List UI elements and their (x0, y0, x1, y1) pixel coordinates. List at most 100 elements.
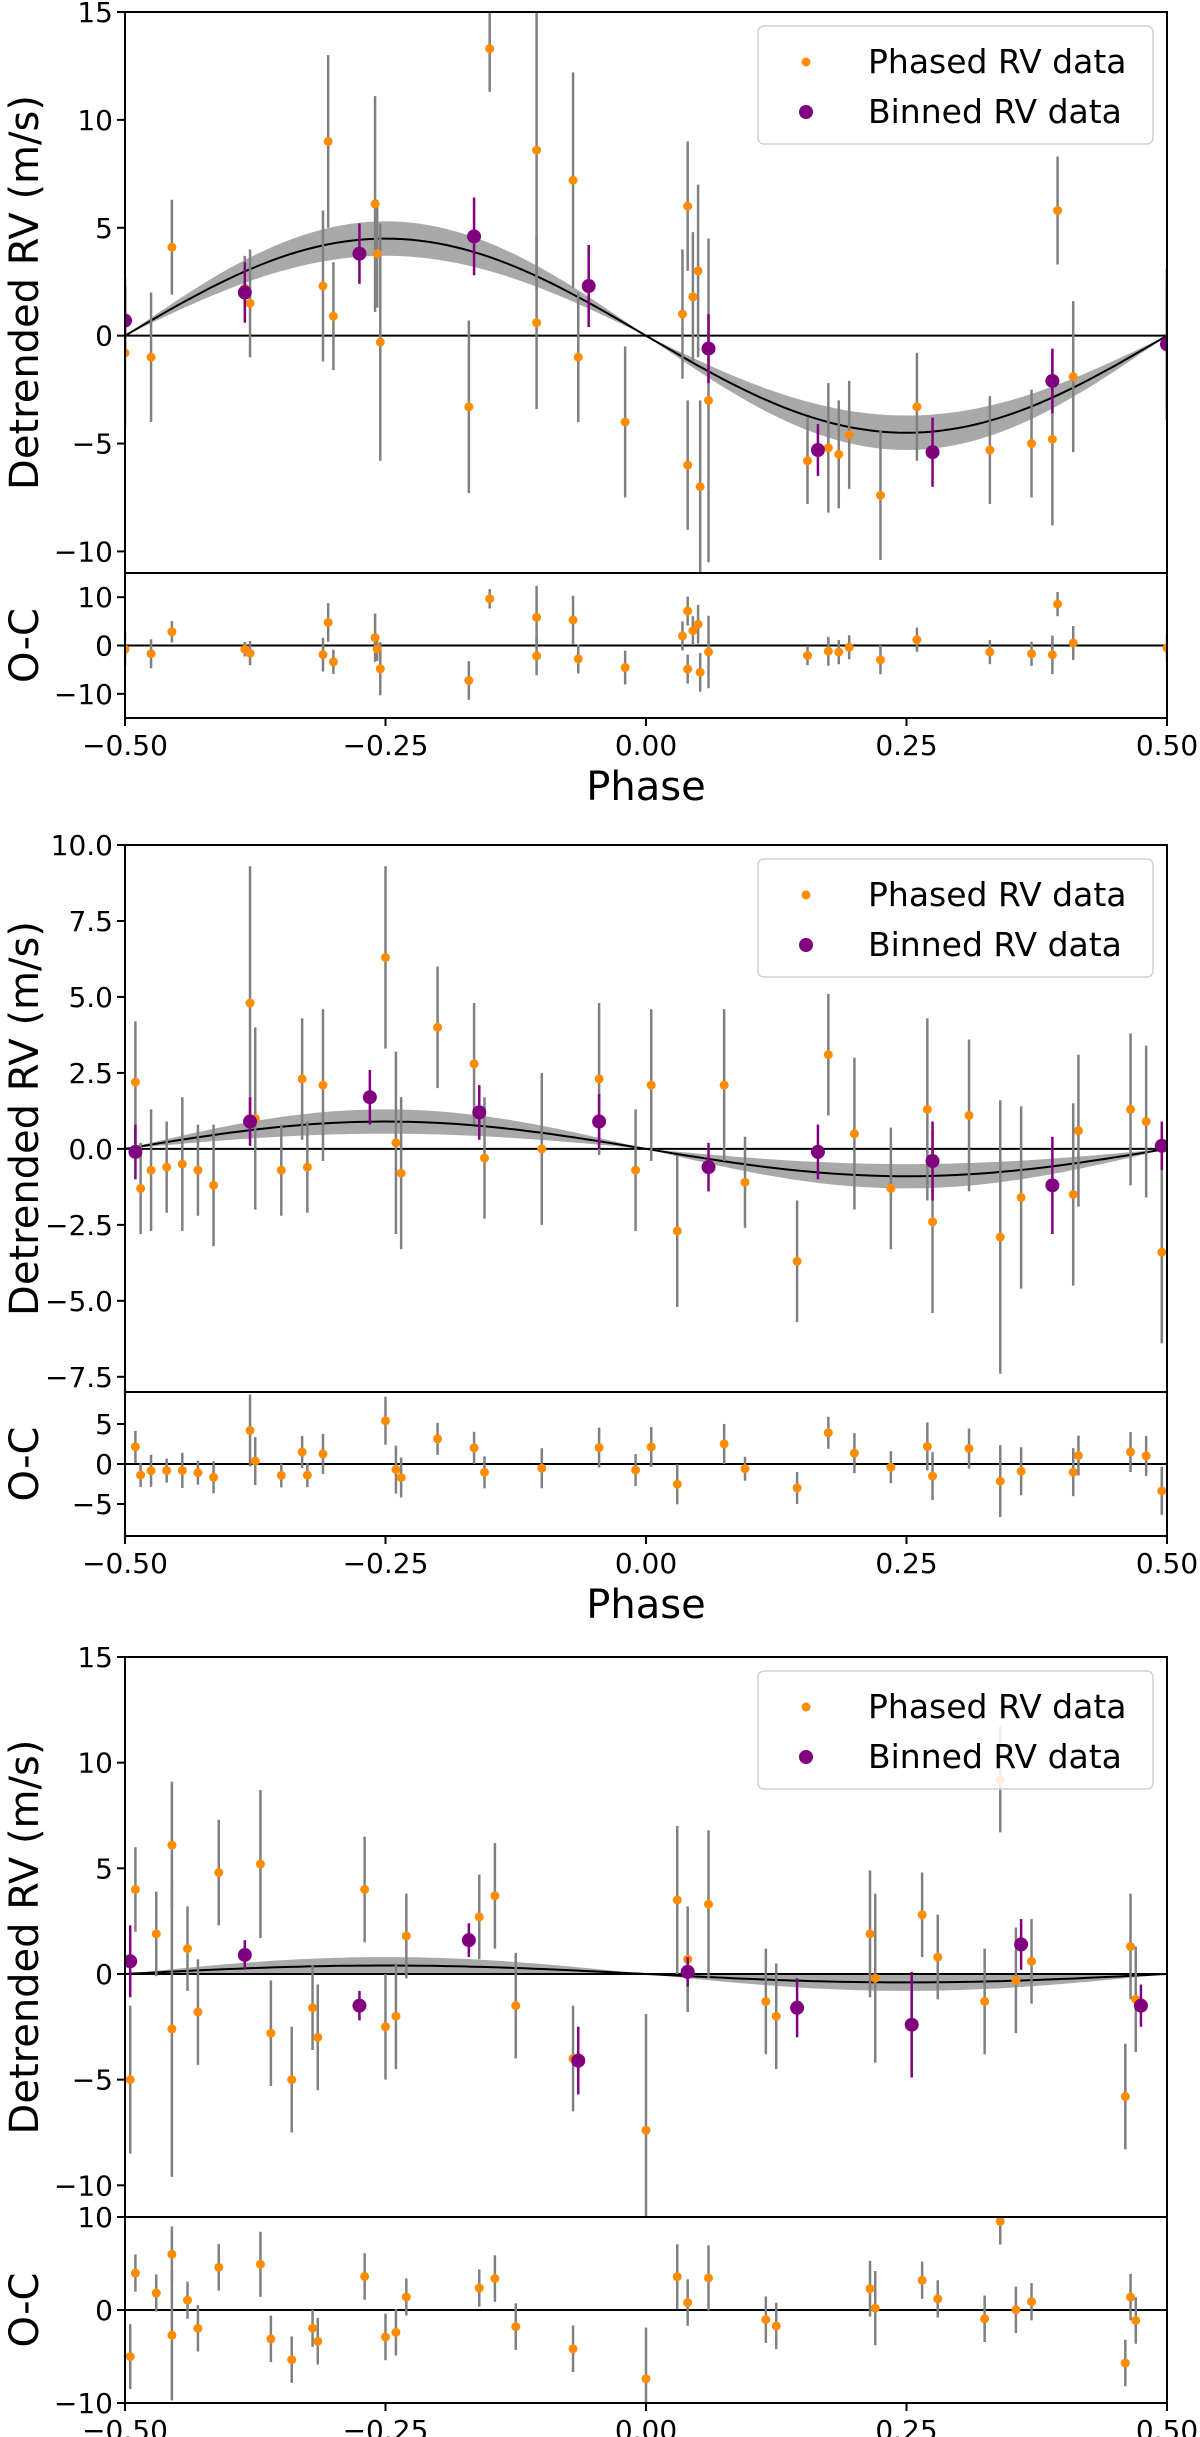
phased-point (130, 1884, 140, 1894)
phased-point (532, 145, 542, 155)
residual-point (683, 606, 693, 616)
binned-point (237, 1947, 252, 1962)
y-tick-label: 0.0 (68, 1133, 113, 1166)
residual-point (1141, 1451, 1151, 1461)
binned-point (1014, 1937, 1029, 1952)
residual-y-axis-label: O-C (2, 2273, 48, 2348)
phased-point (125, 2075, 135, 2085)
phased-point (167, 2024, 177, 2034)
y-tick-label: −5.0 (45, 1285, 113, 1318)
y-tick-label: −5 (72, 2064, 113, 2097)
y-tick-label: 10 (77, 1747, 113, 1780)
y-tick-label: 15 (77, 1641, 113, 1674)
residual-plot-area (125, 585, 1167, 700)
phased-point (511, 2001, 521, 2011)
legend-binned-marker (799, 938, 813, 952)
residual-point (146, 649, 156, 659)
binned-point (1154, 1138, 1167, 1153)
residual-point (485, 594, 495, 604)
binned-point (467, 229, 482, 244)
phased-point (834, 449, 844, 459)
phased-point (214, 1868, 224, 1878)
residual-point (719, 1439, 729, 1449)
residual-y-tick-label: 0 (95, 630, 113, 663)
residual-point (995, 2217, 1005, 2226)
residual-point (490, 2274, 500, 2284)
phased-point (177, 1159, 187, 1169)
residual-point (130, 1442, 140, 1452)
phased-point (693, 266, 703, 276)
phased-point (928, 1217, 938, 1227)
phased-point (620, 417, 630, 427)
phased-point (323, 136, 333, 146)
y-tick-label: 0 (95, 1958, 113, 1991)
residual-point (375, 664, 385, 674)
phased-point (255, 1859, 265, 1869)
residual-point (125, 2352, 135, 2362)
phased-point (532, 318, 542, 328)
phased-point (1120, 2092, 1130, 2102)
binned-point (810, 1144, 825, 1159)
residual-point (1162, 643, 1167, 653)
phased-point (823, 443, 833, 453)
phased-point (995, 1232, 1005, 1242)
model-curve (125, 237, 1167, 434)
y-tick-label: 15 (77, 0, 113, 29)
binned-point (904, 2017, 919, 2032)
residual-point (464, 676, 474, 686)
x-tick-label: −0.50 (82, 2414, 168, 2437)
phased-point (396, 1168, 406, 1178)
x-tick-label: 0.25 (875, 729, 937, 762)
residual-y-tick-label: −10 (54, 2387, 113, 2420)
phased-point (1126, 1104, 1136, 1114)
residual-point (849, 1448, 859, 1458)
phased-point (1047, 434, 1057, 444)
y-tick-label: −10 (54, 2169, 113, 2202)
residual-y-tick-label: 10 (77, 581, 113, 614)
x-tick-label: 0.50 (1136, 2414, 1198, 2437)
phased-point (328, 311, 338, 321)
phased-point (844, 430, 854, 440)
residual-point (672, 1479, 682, 1489)
residual-point (823, 1428, 833, 1438)
phased-point (922, 1104, 932, 1114)
model-curve (125, 1964, 1167, 1984)
y-tick-label: −10 (54, 535, 113, 568)
binned-point (680, 1964, 695, 1979)
residual-y-tick-label: −5 (72, 1488, 113, 1521)
phased-point (875, 490, 885, 500)
x-tick-label: −0.50 (82, 1547, 168, 1580)
residual-point (844, 642, 854, 652)
residual-point (276, 1470, 286, 1480)
residual-point (151, 2288, 161, 2298)
legend-binned-marker (799, 1750, 813, 1764)
y-tick-label: 5 (95, 1852, 113, 1885)
legend: Phased RV data Binned RV data (757, 1670, 1154, 1790)
residual-point (688, 626, 698, 636)
binned-point (925, 1154, 940, 1169)
legend: Phased RV data Binned RV data (757, 25, 1154, 145)
phased-point (1068, 372, 1078, 382)
phased-point (391, 2011, 401, 2021)
residual-point (865, 2284, 875, 2294)
phased-point (375, 337, 385, 347)
residual-point (245, 1426, 255, 1436)
x-tick-label: 0.25 (875, 1547, 937, 1580)
binned-point (461, 1933, 476, 1948)
legend-phased-label: Phased RV data (868, 42, 1127, 81)
residual-point (308, 2323, 318, 2333)
residual-point (1157, 1486, 1167, 1496)
phased-point (485, 44, 495, 54)
residual-point (287, 2355, 297, 2365)
phased-point (933, 1952, 943, 1962)
binned-point (362, 1090, 377, 1105)
phased-point (803, 456, 813, 466)
residual-point (250, 1456, 260, 1466)
legend: Phased RV data Binned RV data (757, 858, 1154, 978)
phased-point (964, 1110, 974, 1120)
panel-1: −10 −5 0 5 10 15 −10 0 10 −0.50 −0.25 0.00 0.25 0.50 P… (2, 0, 1198, 810)
residual-point (870, 2303, 880, 2313)
y-tick-label: −5 (72, 428, 113, 461)
residual-y-axis-label: O-C (2, 608, 48, 683)
residual-point (328, 657, 338, 667)
